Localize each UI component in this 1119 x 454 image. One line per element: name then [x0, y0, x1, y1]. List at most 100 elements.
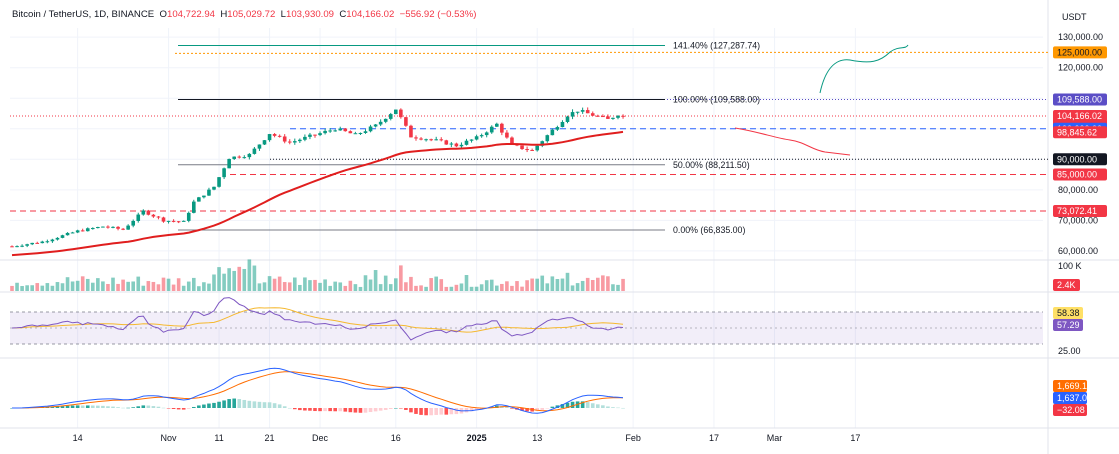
- macd-histogram-bar: [394, 407, 398, 409]
- volume-bar: [116, 283, 120, 291]
- price-badge: [1053, 93, 1107, 106]
- candle-body: [358, 132, 363, 134]
- candle-body: [388, 114, 393, 119]
- volume-bar: [55, 282, 60, 291]
- macd-histogram-bar: [222, 400, 226, 408]
- volume-bar: [373, 270, 378, 291]
- macd-histogram-bar: [505, 407, 509, 408]
- volume-bar: [368, 279, 373, 291]
- price-badge: [1053, 153, 1107, 166]
- volume-bar: [454, 284, 459, 291]
- volume-bar: [70, 281, 75, 291]
- macd-histogram-bar: [293, 408, 297, 410]
- candle-body: [277, 135, 282, 137]
- candle-body: [489, 126, 494, 133]
- candle-body: [495, 123, 499, 127]
- macd-histogram-bar: [429, 408, 433, 416]
- candle-body: [434, 139, 438, 141]
- macd-histogram-bar: [358, 408, 363, 413]
- macd-histogram-bar: [303, 408, 307, 411]
- volume-bar: [510, 285, 514, 291]
- volume-bar: [464, 275, 469, 291]
- volume-axis-label: 100 K: [1058, 261, 1082, 271]
- candle-body: [272, 134, 277, 136]
- volume-bar: [550, 276, 555, 291]
- volume-bar: [91, 282, 95, 291]
- volume-bar: [469, 286, 474, 291]
- volume-bar: [30, 285, 34, 291]
- rsi-pane: [10, 297, 1043, 345]
- candle-body: [611, 117, 615, 119]
- candle-body: [227, 158, 231, 169]
- macd-histogram-bar: [308, 408, 312, 411]
- macd-histogram-bar: [419, 408, 423, 415]
- macd-histogram-bar: [121, 407, 125, 409]
- macd-histogram-bar: [616, 407, 620, 409]
- macd-histogram-bar: [540, 408, 545, 410]
- volume-bar: [232, 270, 236, 291]
- fib-label: 0.00% (66,835.00): [673, 225, 745, 235]
- macd-signal-line: [12, 371, 623, 412]
- candle-body: [464, 140, 469, 145]
- candle-body: [323, 130, 327, 134]
- candle-body: [146, 210, 151, 215]
- candle-body: [313, 134, 317, 136]
- fib-label: 141.40% (127,287.74): [673, 40, 760, 50]
- volume-bar: [570, 285, 575, 291]
- macd-histogram-bar: [212, 402, 216, 408]
- volume-bar: [409, 276, 413, 291]
- candle-body: [106, 226, 110, 228]
- candle-body: [101, 226, 105, 228]
- macd-badge: [1053, 404, 1087, 416]
- price-badge: [1053, 168, 1107, 181]
- candle-body: [535, 145, 539, 151]
- candle-body: [60, 235, 65, 238]
- candle-body: [80, 230, 85, 232]
- candle-body: [429, 139, 433, 141]
- macd-badge: [1053, 392, 1087, 404]
- candle-body: [525, 149, 529, 151]
- rsi-ma-line: [11, 307, 624, 333]
- candle-body: [570, 112, 575, 117]
- candle-body: [40, 241, 45, 244]
- macd-histogram-bar: [550, 406, 555, 408]
- time-axis-label: Nov: [161, 433, 178, 443]
- volume-bar: [197, 286, 201, 291]
- candle-body: [439, 139, 444, 141]
- time-axis-label: Feb: [625, 433, 641, 443]
- macd-histogram-bar: [606, 406, 610, 408]
- fib-label: 100.00% (109,588.00): [673, 94, 760, 104]
- candle-body: [161, 217, 166, 222]
- volume-bar: [35, 283, 40, 291]
- candle-body: [545, 135, 550, 142]
- candle-body: [91, 228, 95, 230]
- macd-histogram-bar: [262, 402, 267, 408]
- volume-bar: [585, 277, 590, 291]
- volume-bar: [181, 285, 186, 291]
- macd-histogram-bar: [368, 408, 373, 413]
- volume-bar: [343, 285, 348, 291]
- horizontal-levels: [10, 44, 1048, 231]
- macd-badge: [1053, 380, 1087, 392]
- rsi-badge: [1053, 319, 1083, 331]
- candle-body: [141, 210, 146, 215]
- candle-body: [368, 126, 373, 132]
- volume-bar: [141, 285, 146, 291]
- time-axis-label: 11: [214, 433, 223, 443]
- volume-bar: [272, 278, 277, 291]
- macd-histogram-bar: [106, 406, 110, 408]
- price-axis-tick: 120,000.00: [1058, 63, 1103, 73]
- candle-body: [252, 148, 257, 154]
- bearish-projection-path: [734, 127, 851, 156]
- macd-histogram-bar: [136, 406, 141, 408]
- open-value: 104,722.94: [167, 9, 216, 20]
- volume-bar: [10, 285, 14, 291]
- price-axis-tick: 130,000.00: [1058, 32, 1103, 42]
- macd-histogram-bar: [444, 408, 449, 415]
- macd-histogram-bar: [232, 398, 236, 408]
- candle-body: [459, 144, 464, 147]
- volume-bar: [555, 279, 560, 291]
- volume-bar: [20, 286, 24, 291]
- volume-bar: [616, 284, 620, 291]
